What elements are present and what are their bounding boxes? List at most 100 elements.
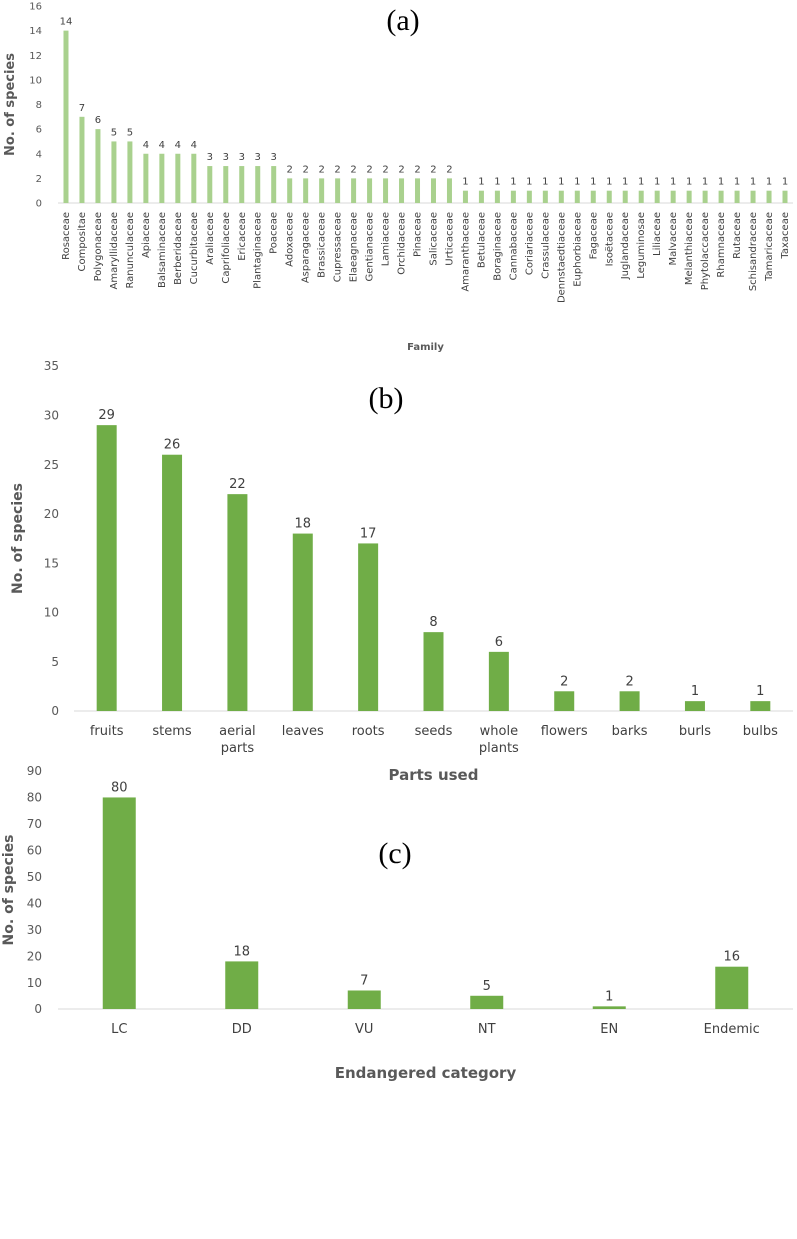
data-label-a: 2 xyxy=(446,164,452,175)
category-label-c: LC xyxy=(111,1022,127,1037)
bar-a xyxy=(750,190,756,203)
data-label-a: 1 xyxy=(494,177,500,188)
bar-a xyxy=(287,178,293,203)
category-label-a: Phytolaccaceae xyxy=(700,212,711,290)
data-label-a: 4 xyxy=(143,140,149,151)
category-label-a: Gentianaceae xyxy=(365,212,376,281)
category-label-a: Taxaceae xyxy=(780,212,791,260)
y-tick-label-a: 8 xyxy=(36,100,42,111)
data-label-a: 1 xyxy=(590,177,596,188)
bar-a xyxy=(63,30,69,203)
category-label-a: Crassulaceae xyxy=(540,212,551,279)
category-label-a: Asparagaceae xyxy=(301,212,312,283)
bar-a xyxy=(303,178,309,203)
y-tick-label-a: 14 xyxy=(29,26,42,37)
panel-label-a: (a) xyxy=(386,4,419,37)
bar-a xyxy=(95,129,101,203)
category-label-a: Plantaginaceae xyxy=(253,212,264,289)
category-label-b: plants xyxy=(479,741,519,756)
y-tick-label-a: 6 xyxy=(36,125,42,136)
category-label-a: Berberidaceae xyxy=(173,212,184,285)
bar-a xyxy=(622,190,628,203)
category-label-a: Rosaceae xyxy=(61,212,72,260)
data-label-a: 5 xyxy=(111,127,117,138)
bar-a xyxy=(207,166,213,203)
category-label-a: Boraginaceae xyxy=(492,212,503,281)
y-tick-label-c: 30 xyxy=(27,923,42,937)
category-label-a: Poaceae xyxy=(269,212,280,254)
category-label-a: Elaeagnaceae xyxy=(349,212,360,282)
data-label-a: 1 xyxy=(702,177,708,188)
category-label-b: bulbs xyxy=(743,724,778,739)
bar-c xyxy=(102,797,136,1009)
bar-a xyxy=(383,178,389,203)
data-label-b: 17 xyxy=(360,526,377,541)
data-label-a: 4 xyxy=(191,140,197,151)
y-tick-label-a: 0 xyxy=(36,199,42,210)
bar-a xyxy=(127,141,133,203)
y-tick-label-b: 15 xyxy=(44,556,59,570)
data-label-a: 1 xyxy=(750,177,756,188)
data-label-a: 3 xyxy=(271,152,277,163)
data-label-a: 2 xyxy=(398,164,404,175)
bar-a xyxy=(702,190,708,203)
category-label-a: Amaranthaceae xyxy=(460,212,471,292)
bar-b xyxy=(554,691,575,711)
bar-a xyxy=(271,166,277,203)
data-label-a: 1 xyxy=(734,177,740,188)
category-label-a: Caprifoliaceae xyxy=(221,212,232,284)
data-label-a: 1 xyxy=(670,177,676,188)
data-label-c: 5 xyxy=(483,979,491,994)
bar-b xyxy=(292,533,313,711)
data-label-b: 18 xyxy=(294,517,311,532)
data-label-a: 2 xyxy=(286,164,292,175)
data-label-b: 1 xyxy=(691,684,699,699)
category-label-a: Leguminosae xyxy=(636,212,647,279)
data-label-a: 1 xyxy=(510,177,516,188)
category-label-a: Polygonaceae xyxy=(93,212,104,281)
category-label-a: Cupressaceae xyxy=(333,212,344,282)
category-label-a: Malvaceae xyxy=(668,212,679,266)
data-label-a: 1 xyxy=(638,177,644,188)
category-label-a: Balsaminaceae xyxy=(157,212,168,288)
bar-a xyxy=(462,190,468,203)
y-tick-label-b: 0 xyxy=(51,704,59,718)
category-label-a: Apiaceae xyxy=(141,212,152,258)
bar-a xyxy=(782,190,788,203)
category-label-b: whole xyxy=(480,724,518,739)
bar-a xyxy=(143,153,149,203)
panel-label-b: (b) xyxy=(369,382,404,415)
bar-b xyxy=(162,454,183,711)
category-label-a: Isoëtaceae xyxy=(604,212,615,266)
data-label-c: 18 xyxy=(233,944,250,959)
bar-a xyxy=(558,190,564,203)
bar-b xyxy=(423,632,444,711)
data-label-b: 2 xyxy=(625,674,633,689)
bar-a xyxy=(766,190,772,203)
bar-a xyxy=(542,190,548,203)
category-label-a: Liliaceae xyxy=(652,212,663,256)
y-tick-label-a: 16 xyxy=(29,2,42,13)
data-label-a: 2 xyxy=(430,164,436,175)
data-label-c: 16 xyxy=(723,950,740,965)
category-label-b: leaves xyxy=(282,724,324,739)
bar-a xyxy=(351,178,357,203)
bar-a xyxy=(478,190,484,203)
data-label-a: 6 xyxy=(95,115,101,126)
category-label-b: stems xyxy=(152,724,192,739)
category-label-a: Compositae xyxy=(77,212,88,272)
bar-a xyxy=(111,141,117,203)
data-label-a: 1 xyxy=(782,177,788,188)
data-label-a: 2 xyxy=(366,164,372,175)
bar-a xyxy=(415,178,421,203)
y-tick-label-a: 2 xyxy=(36,174,42,185)
y-tick-label-c: 0 xyxy=(34,1002,42,1016)
category-label-a: Juglandaceae xyxy=(620,212,631,280)
panel-label-c: (c) xyxy=(378,837,411,870)
category-label-a: Orchidaceae xyxy=(397,212,408,275)
y-tick-label-b: 30 xyxy=(44,408,59,422)
category-label-a: Fagaceae xyxy=(588,212,599,259)
bar-a xyxy=(494,190,500,203)
category-label-b: barks xyxy=(612,724,648,739)
